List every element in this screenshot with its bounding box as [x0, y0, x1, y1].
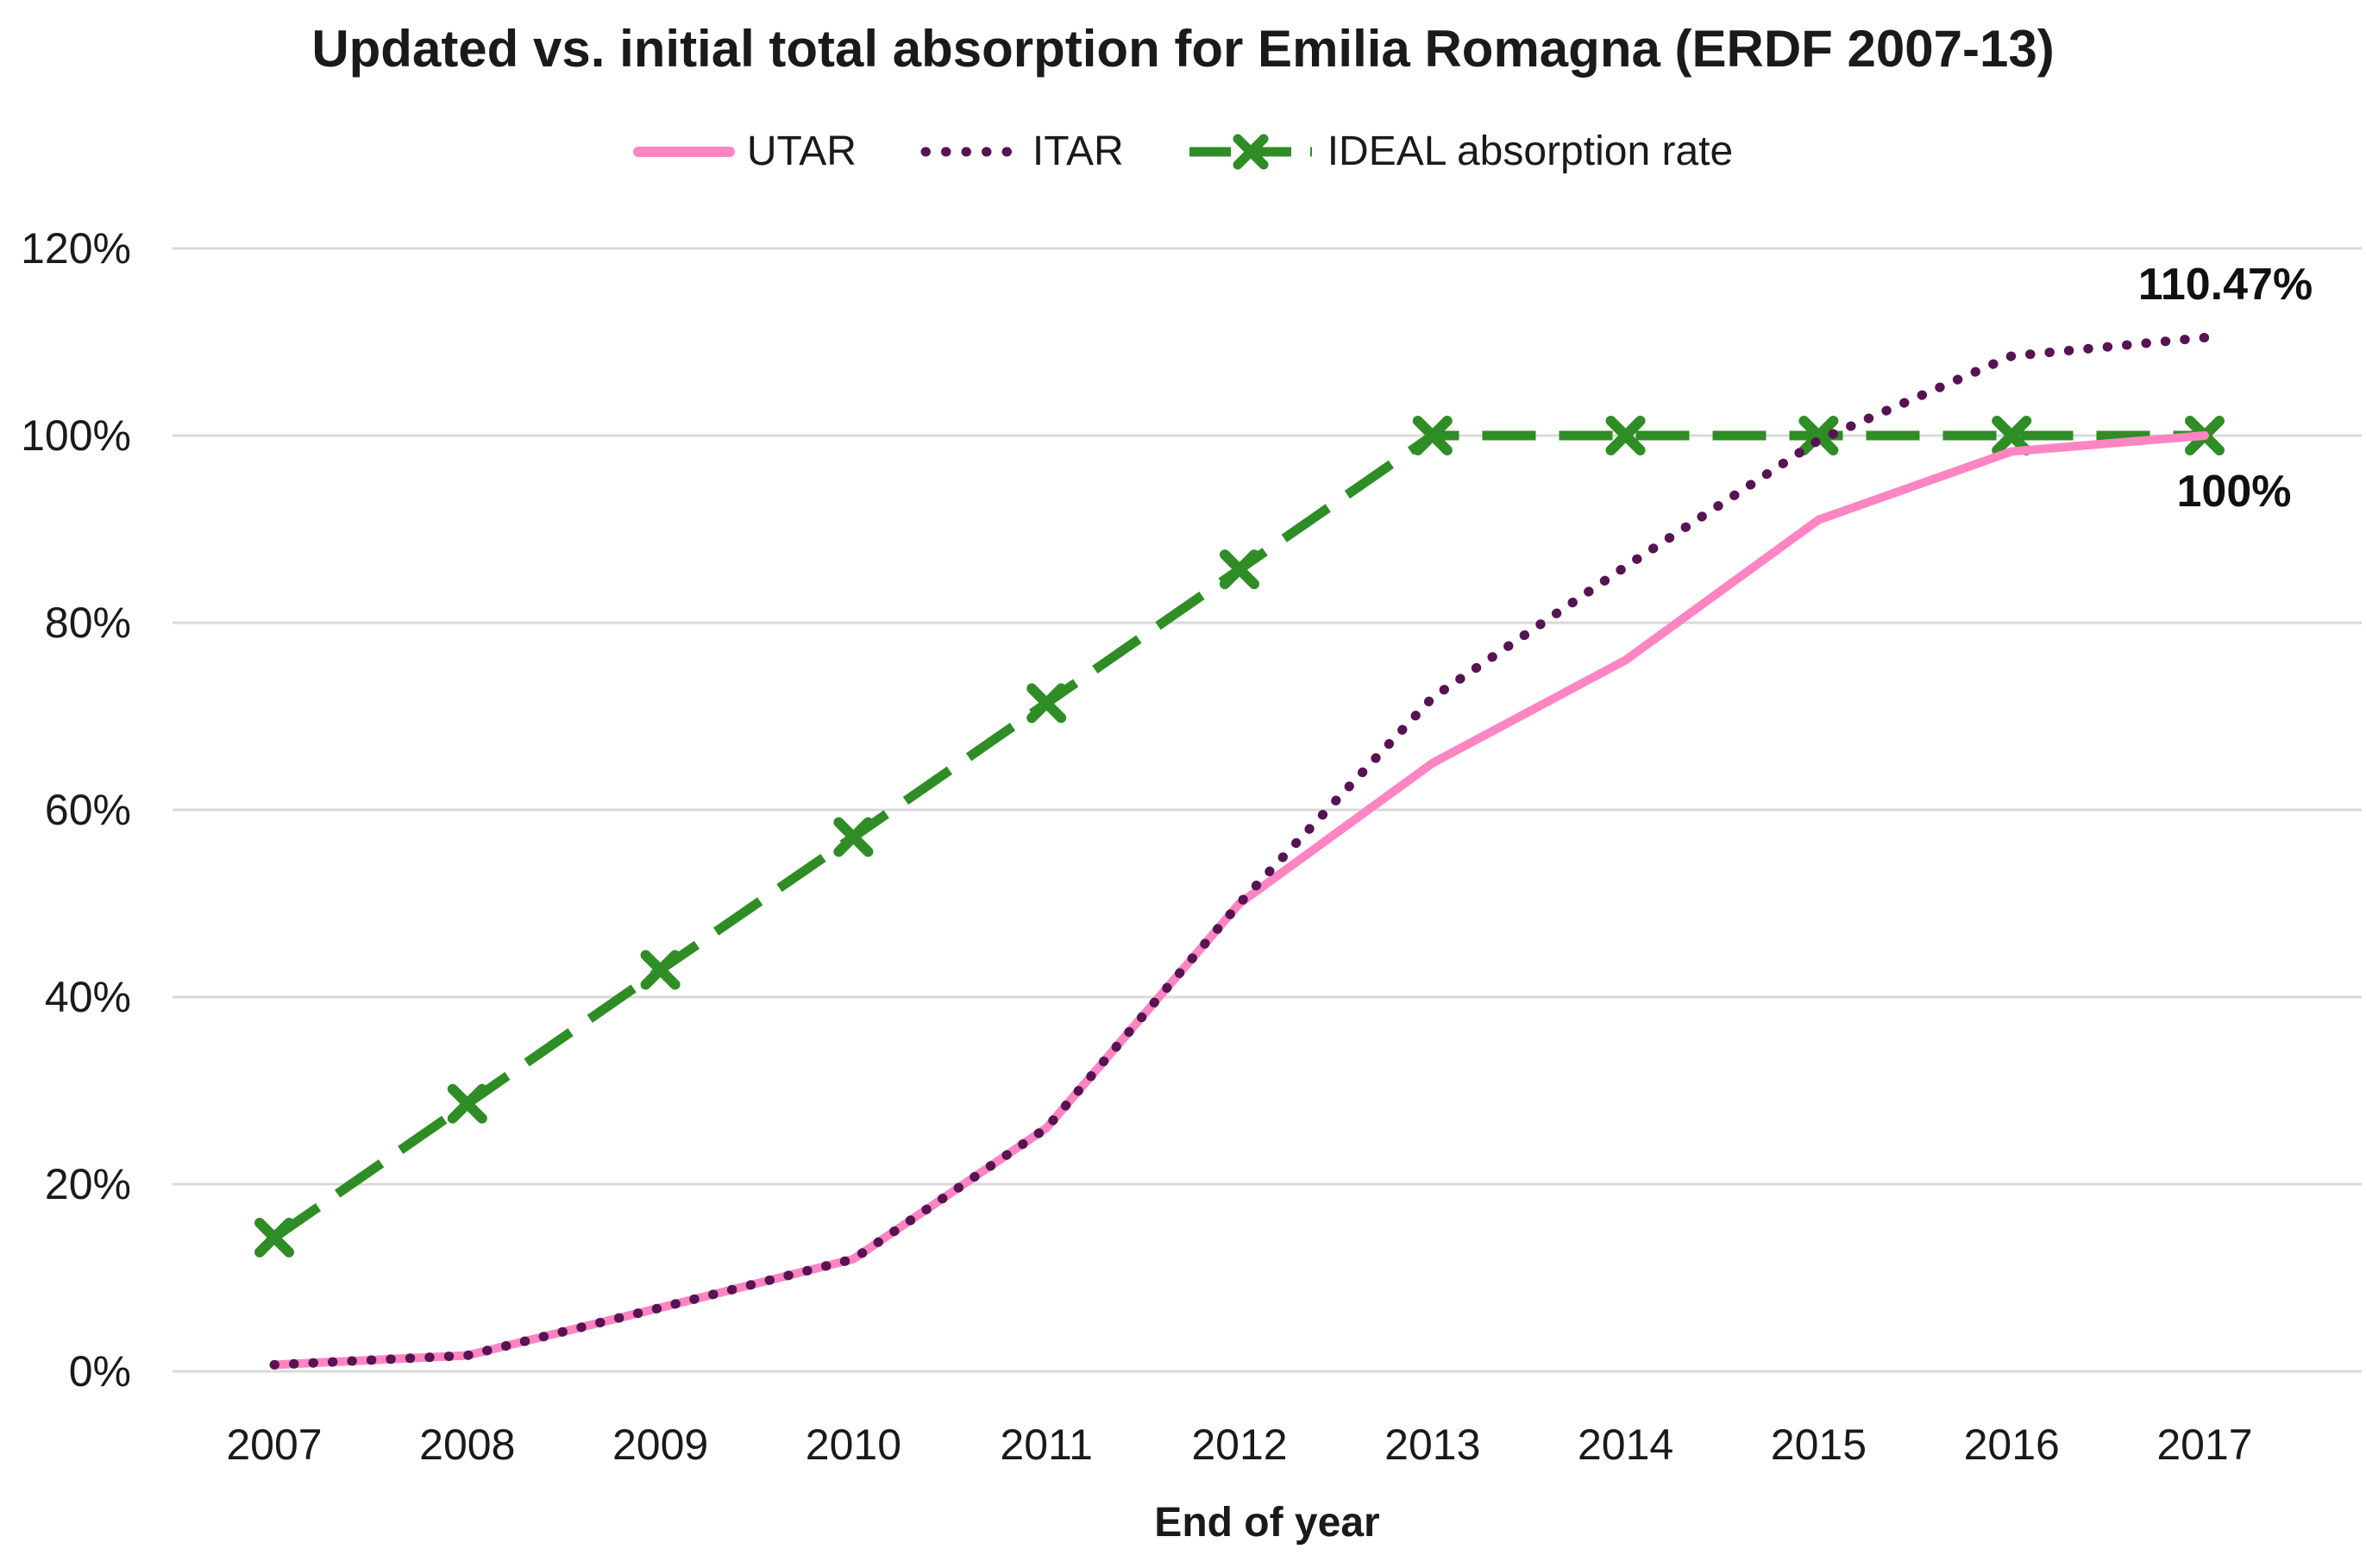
ideal-x-marker	[254, 1217, 294, 1258]
x-tick-label: 2010	[806, 1421, 901, 1469]
ideal-x-marker	[640, 950, 681, 990]
x-tick-label: 2014	[1578, 1421, 1673, 1469]
x-tick-label: 2016	[1964, 1421, 2060, 1469]
ideal-x-marker	[1412, 416, 1453, 455]
legend-label-ideal: IDEAL absorption rate	[1327, 129, 1734, 174]
x-tick-label: 2012	[1191, 1421, 1287, 1469]
ideal-dashed-x-swatch-icon	[1189, 134, 1312, 169]
legend-item-itar: ITAR	[919, 128, 1124, 175]
x-tick-label: 2017	[2156, 1421, 2252, 1469]
y-tick-label: 120%	[21, 224, 131, 273]
annotation-utar-final-value: 100%	[2176, 467, 2292, 517]
annotation-itar-final-value: 110.47%	[2137, 260, 2313, 310]
x-tick-label: 2008	[419, 1421, 515, 1469]
ideal-x-marker	[833, 817, 874, 857]
ideal-x-marker	[1992, 416, 2032, 455]
ideal-x-marker	[447, 1083, 487, 1124]
x-tick-label: 2015	[1771, 1421, 1867, 1469]
y-tick-label: 100%	[21, 411, 131, 460]
ideal-x-marker	[1220, 549, 1259, 590]
chart-title: Updated vs. initial total absorption for…	[311, 20, 2055, 78]
x-tick-label: 2013	[1384, 1421, 1480, 1469]
legend-label-itar: ITAR	[1032, 129, 1124, 174]
ideal-x-marker	[1605, 416, 1646, 455]
x-tick-label: 2011	[1000, 1421, 1093, 1469]
x-tick-label: 2009	[612, 1421, 708, 1469]
y-tick-label: 0%	[69, 1347, 131, 1396]
y-tick-label: 40%	[45, 973, 131, 1021]
y-tick-label: 20%	[45, 1160, 131, 1208]
y-tick-label: 80%	[45, 599, 131, 647]
ideal-x-marker	[1798, 416, 1839, 455]
x-axis-title: End of year	[1154, 1500, 1380, 1546]
utar-line-swatch-icon	[632, 146, 735, 157]
x-tick-label: 2007	[226, 1421, 322, 1469]
series-line-ideal	[271, 430, 2205, 1242]
legend-item-ideal: IDEAL absorption rate	[1186, 128, 1733, 175]
legend: UTAR ITAR IDEAL absorption rate	[0, 128, 2366, 175]
series-line-itar	[269, 332, 2210, 1370]
legend-item-utar: UTAR	[632, 128, 857, 175]
y-tick-label: 60%	[45, 786, 131, 834]
itar-dotted-swatch-icon	[920, 147, 1020, 156]
legend-label-utar: UTAR	[746, 129, 857, 174]
ideal-x-marker	[1026, 683, 1067, 724]
